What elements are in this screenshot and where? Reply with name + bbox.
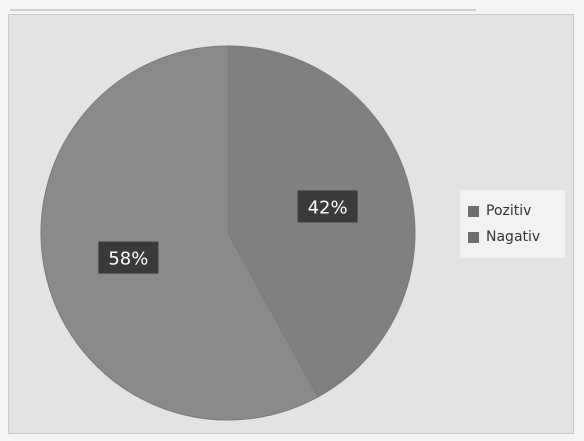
data-label-text: 58%	[108, 249, 148, 270]
legend: Pozitiv Nagativ	[460, 190, 565, 258]
pie-slice-nagativ	[40, 45, 319, 421]
legend-swatch-nagativ	[468, 231, 479, 243]
legend-label-nagativ: Nagativ	[486, 229, 541, 245]
data-label-box	[98, 241, 159, 274]
data-label-nagativ: 58%	[98, 241, 159, 274]
legend-item-nagativ: Nagativ	[468, 224, 565, 250]
data-label-pozitiv: 42%	[297, 190, 358, 223]
legend-label-pozitiv: Pozitiv	[486, 203, 532, 219]
scan-top-edge	[10, 9, 476, 11]
legend-swatch-pozitiv	[468, 205, 479, 217]
data-label-text: 42%	[308, 197, 348, 218]
legend-item-pozitiv: Pozitiv	[468, 198, 565, 224]
data-label-box	[297, 190, 358, 223]
